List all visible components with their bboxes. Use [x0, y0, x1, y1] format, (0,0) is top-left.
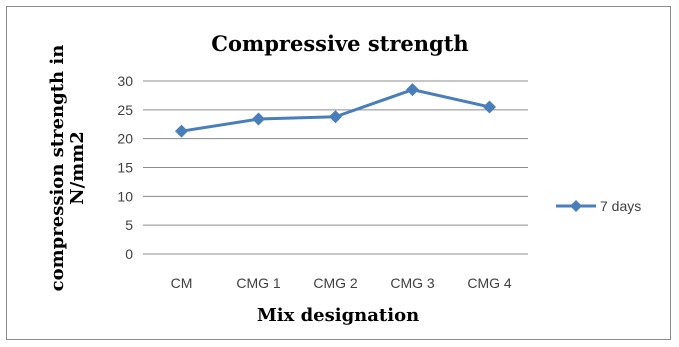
data-point	[483, 100, 496, 114]
x-tick-label: CMG 2	[313, 275, 358, 291]
x-tick-labels: CM CMG 1 CMG 2 CMG 3 CMG 4	[171, 275, 512, 291]
y-tick-label: 5	[125, 217, 133, 233]
y-tick-label: 10	[117, 188, 133, 204]
x-tick-label: CMG 1	[236, 275, 281, 291]
x-tick-label: CMG 4	[467, 275, 512, 291]
chart-frame	[6, 6, 671, 340]
series-group	[175, 83, 496, 138]
data-point	[252, 112, 265, 126]
x-tick-label: CM	[171, 275, 193, 291]
data-point	[329, 110, 342, 124]
y-tick-label: 25	[117, 102, 133, 118]
x-tick-label: CMG 3	[390, 275, 435, 291]
y-tick-labels: 0 5 10 15 20 25 30	[117, 73, 133, 262]
data-point	[175, 124, 188, 138]
data-point	[406, 83, 419, 97]
gridlines	[143, 80, 528, 255]
chart-title: Compressive strength	[211, 31, 468, 56]
legend-label: 7 days	[600, 198, 641, 214]
legend: 7 days	[556, 198, 641, 214]
y-axis-title: compression strength in N/mm2	[47, 45, 88, 292]
y-axis-title-line-1: compression strength in	[47, 45, 68, 292]
y-tick-label: 30	[117, 73, 133, 89]
y-axis-title-line-2: N/mm2	[67, 131, 88, 205]
y-tick-label: 15	[117, 160, 133, 176]
y-tick-label: 20	[117, 131, 133, 147]
y-tick-label: 0	[125, 246, 133, 262]
x-axis-title: Mix designation	[257, 305, 419, 326]
legend-marker	[570, 200, 582, 212]
